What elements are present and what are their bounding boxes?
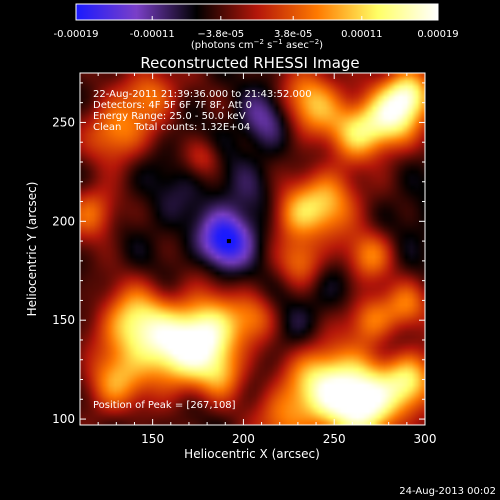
y-axis-label: Heliocentric Y (arcsec) (25, 182, 39, 317)
x-tick-label: 150 (141, 432, 164, 446)
y-tick-label: 150 (52, 313, 75, 327)
colorbar-tick-label: -0.00019 (54, 29, 99, 40)
annotation-block: 22-Aug-2011 21:39:36.000 to 21:43:52.000… (93, 89, 312, 133)
x-tick-label: 200 (232, 432, 255, 446)
x-tick-label: 300 (414, 432, 437, 446)
x-axis-ticks: 150 200 250 300 (79, 73, 437, 446)
heatmap-plot: 150 200 250 300 100 150 200 250 (52, 72, 437, 446)
colorbar-scale (75, 3, 439, 21)
y-tick-label: 250 (52, 115, 75, 129)
y-tick-label: 100 (52, 412, 75, 426)
plot-frame (79, 72, 426, 426)
peak-position-label: Position of Peak = [267,108] (93, 400, 236, 411)
colorbar: -0.00019 -0.00011 −3.8e-05 3.8e-05 0.00011 0.… (54, 3, 459, 51)
colorbar-units: (photons cm−2 s−1 asec−2) (191, 38, 323, 51)
minimum-marker (226, 239, 231, 244)
colorbar-tick-label: −3.8e-05 (197, 29, 244, 40)
colorbar-tick-label: -0.00011 (130, 29, 175, 40)
annotation-detectors: Detectors: 4F 5F 6F 7F 8F, Att 0 (93, 100, 252, 111)
colorbar-ticks: -0.00019 -0.00011 −3.8e-05 3.8e-05 0.00011 0.… (54, 16, 459, 40)
y-tick-label: 200 (52, 214, 75, 228)
y-axis-ticks: 100 150 200 250 (52, 82, 425, 426)
annotation-energy-range: Energy Range: 25.0 - 50.0 keV (93, 111, 246, 122)
annotation-time-range: 22-Aug-2011 21:39:36.000 to 21:43:52.000 (93, 89, 312, 100)
x-tick-label: 250 (323, 432, 346, 446)
annotation-clean-counts: Clean Total counts: 1.32E+04 (93, 122, 250, 133)
colorbar-tick-label: 0.00011 (341, 29, 382, 40)
heatmap-image (80, 73, 425, 425)
colorbar-tick-label: 3.8e-05 (274, 29, 312, 40)
colorbar-tick-label: 0.00019 (417, 29, 458, 40)
footer-timestamp: 24-Aug-2013 00:02 (399, 486, 496, 497)
x-axis-label: Heliocentric X (arcsec) (184, 447, 320, 461)
chart-title: Reconstructed RHESSI Image (140, 54, 359, 72)
